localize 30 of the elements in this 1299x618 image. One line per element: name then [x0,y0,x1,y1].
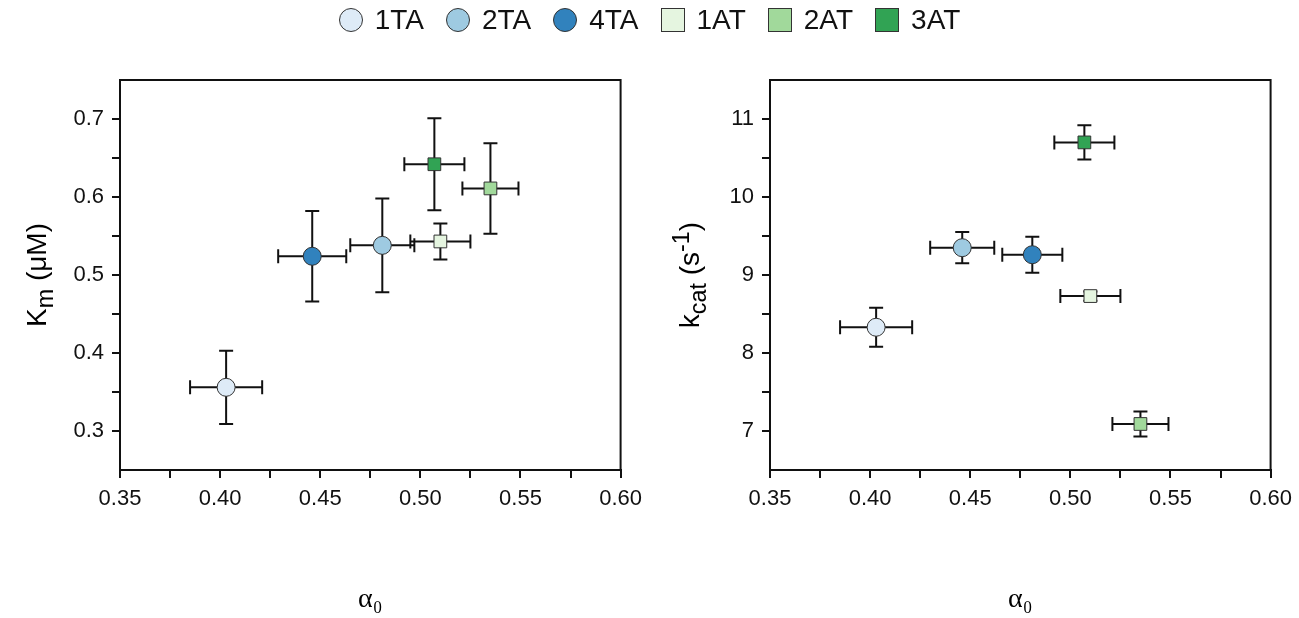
x-axis-title: α₀ [358,582,383,614]
y-tick-label: 8 [741,339,754,365]
legend-label: 4TA [589,4,639,36]
x-tick-label: 0.50 [1048,485,1092,511]
x-tick-label: 0.35 [98,485,142,511]
x-tick-label: 0.55 [499,485,542,511]
x-tick-label: 0.35 [748,485,792,511]
x-axis-title: α₀ [1008,582,1033,614]
legend-label: 1AT [696,4,746,36]
x-tick-label: 0.45 [948,485,992,511]
y-tick-label: 11 [731,105,754,131]
x-tick-label: 0.45 [298,485,342,511]
legend-label: 3AT [911,4,961,36]
x-tick-label: 0.50 [398,485,442,511]
x-tick-label: 0.60 [599,485,642,511]
legend-label: 1TA [374,4,424,36]
y-tick-label: 0.7 [73,105,104,131]
x-tick-label: 0.60 [1249,485,1292,511]
y-tick-label: 0.5 [73,261,104,287]
legend-label: 2TA [481,4,532,36]
y-tick-label: 0.3 [73,417,104,443]
y-tick-label: 0.6 [73,183,104,209]
y-tick-label: 7 [741,417,754,443]
y-tick-label: 9 [741,261,754,287]
legend-label: 2AT [803,4,854,36]
y-tick-label: 0.4 [73,339,104,365]
y-tick-label: 10 [729,183,754,209]
x-tick-label: 0.55 [1149,485,1192,511]
x-tick-label: 0.40 [848,485,892,511]
x-tick-label: 0.40 [198,485,242,511]
